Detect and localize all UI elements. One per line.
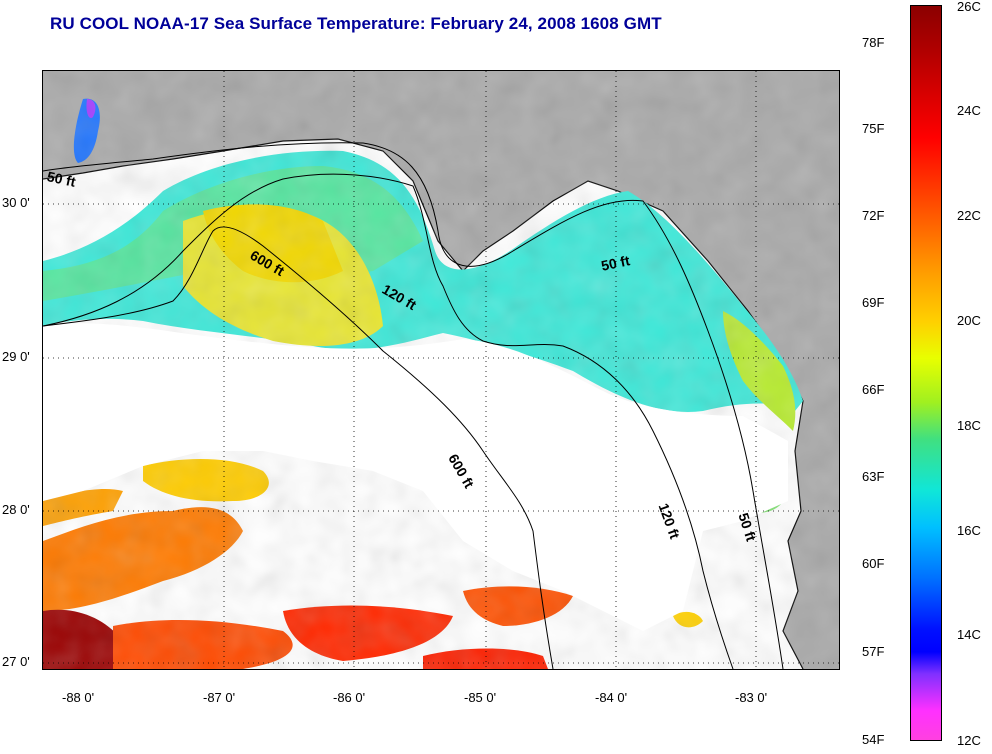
lat-label-28: 28 0' xyxy=(2,502,30,517)
colorbar-f-66: 66F xyxy=(862,382,885,397)
colorbar-c-20: 20C xyxy=(957,313,981,328)
colorbar xyxy=(910,5,942,741)
colorbar-c-16: 16C xyxy=(957,523,981,538)
colorbar-f-60: 60F xyxy=(862,556,885,571)
colorbar-f-75: 75F xyxy=(862,121,885,136)
colorbar-f-72: 72F xyxy=(862,208,885,223)
chart-title: RU COOL NOAA-17 Sea Surface Temperature:… xyxy=(50,14,662,33)
colorbar-c-18: 18C xyxy=(957,418,981,433)
sst-map: 50 ft 600 ft 120 ft 50 ft 600 ft 120 ft … xyxy=(42,70,840,670)
colorbar-f-54: 54F xyxy=(862,732,885,747)
colorbar-c-12: 12C xyxy=(957,733,981,748)
lat-label-30: 30 0' xyxy=(2,195,30,210)
lon-label-83: -83 0' xyxy=(735,690,768,705)
lon-label-88: -88 0' xyxy=(62,690,95,705)
lon-label-85: -85 0' xyxy=(464,690,497,705)
lon-label-87: -87 0' xyxy=(203,690,236,705)
lat-label-29: 29 0' xyxy=(2,349,30,364)
colorbar-c-14: 14C xyxy=(957,627,981,642)
lat-label-27: 27 0' xyxy=(2,654,30,669)
colorbar-c-26: 26C xyxy=(957,0,981,14)
lon-label-86: -86 0' xyxy=(333,690,366,705)
colorbar-f-63: 63F xyxy=(862,469,885,484)
colorbar-c-24: 24C xyxy=(957,103,981,118)
colorbar-f-57: 57F xyxy=(862,644,885,659)
colorbar-c-22: 22C xyxy=(957,208,981,223)
colorbar-f-69: 69F xyxy=(862,295,885,310)
lon-label-84: -84 0' xyxy=(595,690,628,705)
isobath-contours xyxy=(43,142,784,669)
colorbar-f-78: 78F xyxy=(862,35,885,50)
